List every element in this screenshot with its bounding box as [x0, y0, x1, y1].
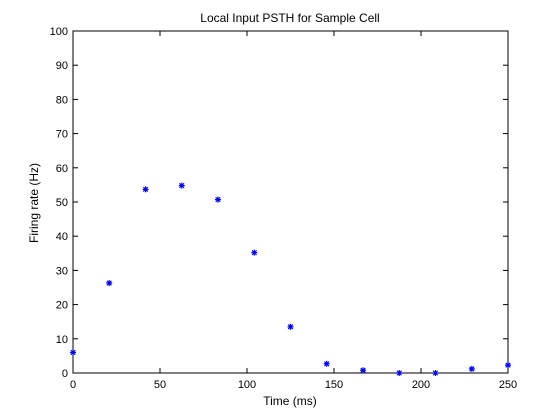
data-point — [142, 186, 149, 193]
data-point — [396, 370, 403, 376]
data-points — [70, 182, 511, 376]
y-tick-label: 60 — [56, 163, 68, 175]
x-tick-label: 100 — [238, 379, 256, 391]
data-point — [106, 280, 113, 287]
y-axis-label: Firing rate (Hz) — [27, 163, 41, 243]
data-point — [178, 182, 185, 189]
y-tick-label: 10 — [56, 334, 68, 346]
y-tick-label: 100 — [50, 26, 68, 38]
y-tick-label: 70 — [56, 129, 68, 141]
axis-ticks: 0 50 100 150 200 250 0 10 20 30 40 50 60 70 80 90 100 — [50, 26, 518, 391]
y-tick-label: 30 — [56, 265, 68, 277]
data-point — [468, 365, 475, 372]
x-tick-label: 200 — [412, 379, 430, 391]
x-tick-label: 0 — [70, 379, 76, 391]
plot-area — [72, 30, 509, 374]
x-tick-label: 250 — [499, 379, 517, 391]
y-tick-label: 50 — [56, 197, 68, 209]
data-point — [287, 323, 294, 330]
x-axis-label: Time (ms) — [263, 394, 317, 408]
data-point — [360, 367, 367, 374]
y-tick-label: 90 — [56, 60, 68, 72]
data-point — [251, 249, 258, 256]
data-point — [505, 362, 511, 369]
chart-title: Local Input PSTH for Sample Cell — [200, 11, 379, 25]
data-point — [70, 349, 76, 356]
y-tick-label: 40 — [56, 231, 68, 243]
y-tick-label: 20 — [56, 300, 68, 312]
x-tick-label: 150 — [325, 379, 343, 391]
x-tick-label: 50 — [154, 379, 166, 391]
y-tick-label: 0 — [62, 368, 68, 380]
y-tick-label: 80 — [56, 94, 68, 106]
data-point — [323, 360, 330, 367]
data-point — [432, 370, 439, 376]
data-point — [214, 196, 221, 203]
